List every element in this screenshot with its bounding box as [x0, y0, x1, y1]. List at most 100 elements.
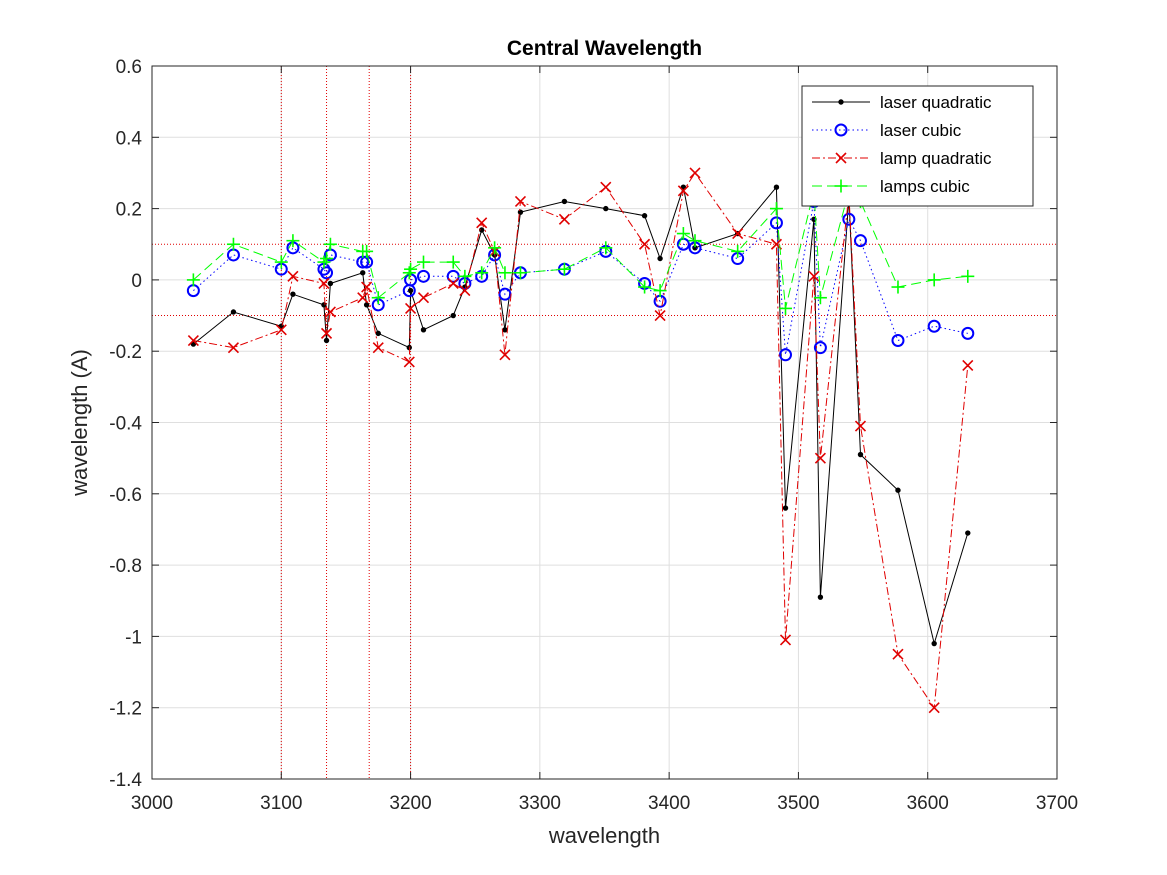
x-marker-stroke: [324, 306, 336, 318]
chart-title: Central Wavelength: [507, 37, 702, 60]
legend-entries: laser quadratic laser cubic lamp quadratic…: [812, 93, 992, 196]
x-marker-stroke: [403, 356, 415, 368]
x-marker-stroke: [558, 213, 570, 225]
y-tick-label: 0.4: [116, 128, 143, 149]
x-marker-stroke: [372, 342, 384, 354]
data-point-circle: [498, 287, 512, 301]
data-point-plus: [320, 252, 334, 266]
data-point-x: [459, 285, 471, 297]
x-marker-stroke: [808, 270, 820, 282]
data-point-plus: [638, 280, 652, 294]
data-point-circle: [891, 334, 905, 348]
legend-entry: lamp quadratic: [812, 149, 992, 168]
y-tick-label: -0.6: [109, 485, 142, 506]
x-marker-stroke: [779, 634, 792, 646]
x-marker-stroke: [275, 324, 287, 336]
data-point-plus: [446, 255, 460, 269]
x-marker-stroke: [447, 277, 459, 290]
data-point-plus: [557, 262, 571, 276]
x-marker-stroke: [732, 227, 744, 240]
x-marker-stroke: [639, 238, 651, 250]
x-marker-stroke: [677, 185, 689, 197]
data-point-x: [227, 342, 240, 354]
data-point-plus: [488, 241, 502, 255]
data-point-dot: [965, 530, 971, 536]
x-marker-stroke: [417, 292, 430, 304]
data-point-x: [320, 327, 333, 339]
legend-entry: laser cubic: [812, 121, 962, 140]
data-point-x: [417, 292, 430, 304]
y-tick-label: -1: [125, 627, 142, 648]
data-point-dot: [375, 330, 381, 337]
x-marker-stroke: [357, 292, 369, 304]
data-point-plus: [599, 241, 613, 255]
data-point-x: [814, 452, 826, 464]
data-point-circle: [320, 266, 334, 280]
data-point-plus: [688, 234, 702, 248]
data-point-plus: [404, 262, 418, 276]
data-point-circle: [853, 234, 867, 248]
data-point-dot: [517, 209, 524, 215]
y-tick-label: 0: [131, 271, 142, 292]
data-point-dot: [895, 487, 901, 493]
data-point-plus: [769, 202, 783, 216]
data-point-plus: [458, 269, 472, 283]
data-point-dot: [327, 280, 334, 287]
data-point-plus: [498, 266, 512, 280]
data-point-x: [318, 277, 330, 290]
data-point-x: [600, 181, 612, 193]
data-point-dot: [811, 216, 817, 222]
data-point-dot: [603, 205, 609, 212]
data-point-plus: [186, 273, 200, 287]
x-tick-label: 3500: [777, 793, 819, 814]
legend-label: laser cubic: [880, 121, 962, 140]
data-point-x: [962, 359, 974, 372]
data-point-plus: [779, 301, 792, 315]
x-marker-stroke: [770, 238, 783, 250]
data-point-x: [357, 292, 369, 304]
legend-entry: lamps cubic: [812, 177, 970, 196]
x-marker-stroke: [287, 270, 299, 282]
x-marker-stroke: [459, 285, 471, 297]
data-point-x: [275, 324, 287, 336]
data-point-plus: [927, 273, 941, 287]
legend: laser quadratic laser cubic lamp quadratic…: [801, 85, 1034, 207]
data-point-plus: [731, 244, 745, 258]
data-point-plus: [323, 237, 337, 251]
data-point-x: [405, 302, 417, 314]
data-point-x: [654, 309, 666, 322]
data-point-circle: [842, 212, 856, 226]
legend-entry: laser quadratic: [812, 93, 992, 112]
x-tick-label: 3600: [907, 793, 949, 814]
x-tick-label: 3200: [389, 793, 431, 814]
data-point-x: [324, 306, 336, 318]
data-point-x: [779, 634, 792, 646]
x-tick-label: 3000: [131, 793, 173, 814]
y-tick-label: 0.2: [116, 200, 142, 221]
legend-label: lamp quadratic: [880, 149, 992, 168]
data-point-x: [854, 420, 867, 432]
series-layer: [186, 167, 975, 714]
data-point-circle: [417, 269, 430, 283]
y-tick-label: -1.2: [109, 699, 142, 720]
x-tick-label: 3300: [519, 793, 561, 814]
x-marker-stroke: [499, 349, 511, 361]
data-point-dot: [502, 327, 508, 333]
y-tick-label: -0.8: [109, 556, 142, 577]
data-point-x: [287, 270, 299, 282]
data-point-plus: [813, 291, 827, 305]
data-point-plus: [360, 244, 374, 258]
data-point-dot: [817, 594, 824, 600]
data-point-plus: [513, 266, 527, 280]
legend-label: lamps cubic: [880, 177, 970, 196]
data-point-x: [639, 238, 651, 250]
x-axis-label: wavelength: [548, 823, 660, 848]
data-point-dot: [561, 198, 568, 205]
x-marker-stroke: [814, 452, 826, 464]
data-point-x: [677, 185, 689, 197]
data-point-dot: [641, 213, 648, 219]
data-point-x: [361, 281, 373, 293]
y-tick-label: -0.4: [109, 414, 142, 435]
data-point-x: [558, 213, 570, 225]
data-point-dot: [290, 291, 296, 297]
